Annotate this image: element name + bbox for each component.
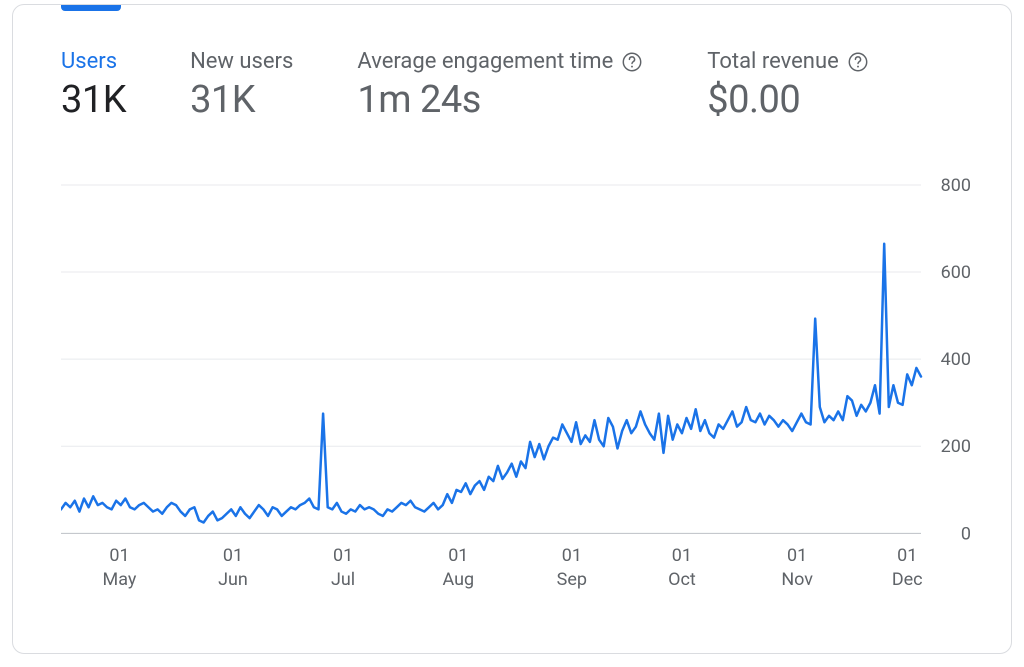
svg-text:Dec: Dec — [892, 569, 923, 590]
svg-text:Aug: Aug — [442, 569, 474, 590]
metric-total-revenue-value: $0.00 — [707, 78, 868, 122]
help-icon[interactable] — [847, 51, 869, 73]
metric-avg-engagement-label-text: Average engagement time — [357, 49, 613, 74]
svg-text:May: May — [103, 569, 137, 590]
svg-text:01: 01 — [897, 545, 917, 566]
metric-new-users-value: 31K — [190, 78, 293, 122]
metric-avg-engagement[interactable]: Average engagement time 1m 24s — [357, 49, 643, 122]
svg-text:Jul: Jul — [331, 569, 355, 590]
help-icon[interactable] — [621, 51, 643, 73]
svg-text:400: 400 — [941, 349, 971, 370]
metric-users-label: Users — [61, 49, 126, 74]
svg-text:01: 01 — [672, 545, 692, 566]
metric-new-users-label-text: New users — [190, 49, 293, 74]
analytics-card: Users 31K New users 31K Average engageme… — [12, 4, 1012, 654]
svg-text:01: 01 — [109, 545, 129, 566]
svg-text:Jun: Jun — [218, 569, 248, 590]
svg-text:800: 800 — [941, 175, 971, 196]
users-line-chart: 0 200 400 600 800 01 May 01 Jun 01 Jul 01 Aug 01 Sep 01… — [61, 175, 981, 613]
svg-text:200: 200 — [941, 436, 971, 457]
svg-text:01: 01 — [223, 545, 243, 566]
svg-text:01: 01 — [787, 545, 807, 566]
svg-text:Nov: Nov — [781, 569, 813, 590]
active-tab-indicator — [61, 5, 121, 11]
metric-avg-engagement-value: 1m 24s — [357, 78, 643, 122]
metric-total-revenue-label: Total revenue — [707, 49, 868, 74]
metric-total-revenue-label-text: Total revenue — [707, 49, 838, 74]
svg-text:01: 01 — [448, 545, 468, 566]
svg-text:01: 01 — [333, 545, 353, 566]
svg-text:Oct: Oct — [668, 569, 696, 590]
svg-text:0: 0 — [961, 523, 971, 544]
metric-users-value: 31K — [61, 78, 126, 122]
metric-new-users[interactable]: New users 31K — [190, 49, 293, 122]
svg-text:600: 600 — [941, 262, 971, 283]
metric-avg-engagement-label: Average engagement time — [357, 49, 643, 74]
metric-users[interactable]: Users 31K — [61, 49, 126, 122]
metric-users-label-text: Users — [61, 49, 117, 74]
svg-text:Sep: Sep — [557, 569, 587, 590]
metrics-row: Users 31K New users 31K Average engageme… — [13, 5, 1011, 122]
metric-total-revenue[interactable]: Total revenue $0.00 — [707, 49, 868, 122]
svg-text:01: 01 — [562, 545, 582, 566]
metric-new-users-label: New users — [190, 49, 293, 74]
